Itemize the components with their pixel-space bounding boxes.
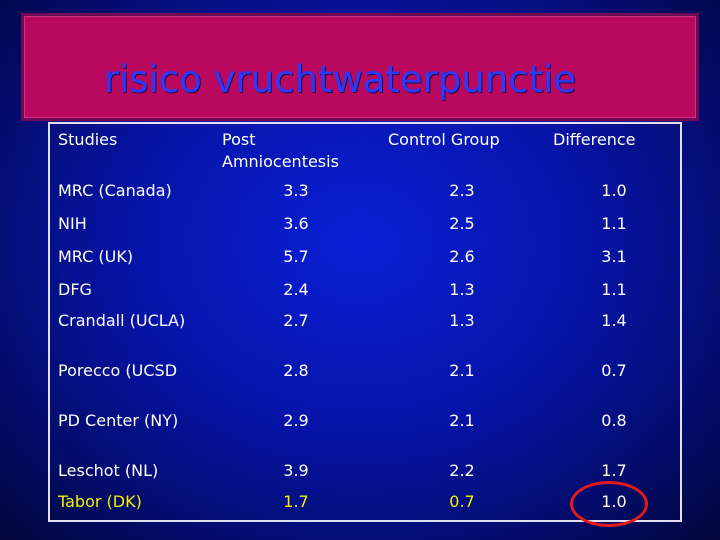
table-cell-difference: 1.1 xyxy=(601,214,627,233)
table-cell-post: 3.9 xyxy=(283,461,309,480)
table-cell-study: MRC (UK) xyxy=(58,247,134,266)
header-control: Control Group xyxy=(388,130,500,149)
table-cell-study: Tabor (DK) xyxy=(58,492,142,511)
table-cell-control: 1.3 xyxy=(449,280,475,299)
table-cell-difference: 0.7 xyxy=(601,361,627,380)
table-cell-difference: 1.0 xyxy=(601,181,627,200)
table-cell-study: Crandall (UCLA) xyxy=(58,311,186,330)
table-cell-control: 0.7 xyxy=(449,492,475,511)
table-cell-post: 2.4 xyxy=(283,280,309,299)
header-studies: Studies xyxy=(58,130,118,149)
table-cell-post: 5.7 xyxy=(283,247,309,266)
table-cell-post: 1.7 xyxy=(283,492,309,511)
slide-title: risico vruchtwaterpunctie xyxy=(103,58,577,101)
table-cell-difference: 1.4 xyxy=(601,311,627,330)
header-post-line1: Post xyxy=(222,130,256,149)
table-cell-post: 2.9 xyxy=(283,411,309,430)
table-cell-difference: 3.1 xyxy=(601,247,627,266)
table-cell-control: 2.6 xyxy=(449,247,475,266)
table-cell-study: NIH xyxy=(58,214,87,233)
table-cell-study: Leschot (NL) xyxy=(58,461,159,480)
table-cell-control: 2.5 xyxy=(449,214,475,233)
table-cell-control: 1.3 xyxy=(449,311,475,330)
header-post-line2: Amniocentesis xyxy=(222,152,339,171)
table-cell-control: 2.1 xyxy=(449,411,475,430)
table-cell-difference: 1.1 xyxy=(601,280,627,299)
table-cell-difference: 1.7 xyxy=(601,461,627,480)
table-cell-study: MRC (Canada) xyxy=(58,181,172,200)
highlight-circle xyxy=(570,481,648,527)
header-difference: Difference xyxy=(553,130,636,149)
table-cell-study: PD Center (NY) xyxy=(58,411,179,430)
table-cell-post: 2.7 xyxy=(283,311,309,330)
table-cell-post: 2.8 xyxy=(283,361,309,380)
table-cell-control: 2.1 xyxy=(449,361,475,380)
table-cell-control: 2.3 xyxy=(449,181,475,200)
table-cell-study: DFG xyxy=(58,280,92,299)
results-table xyxy=(48,122,682,522)
table-cell-post: 3.3 xyxy=(283,181,309,200)
table-cell-study: Porecco (UCSD xyxy=(58,361,178,380)
table-cell-control: 2.2 xyxy=(449,461,475,480)
table-cell-post: 3.6 xyxy=(283,214,309,233)
table-cell-difference: 0.8 xyxy=(601,411,627,430)
title-banner: risico vruchtwaterpunctie xyxy=(24,16,696,118)
